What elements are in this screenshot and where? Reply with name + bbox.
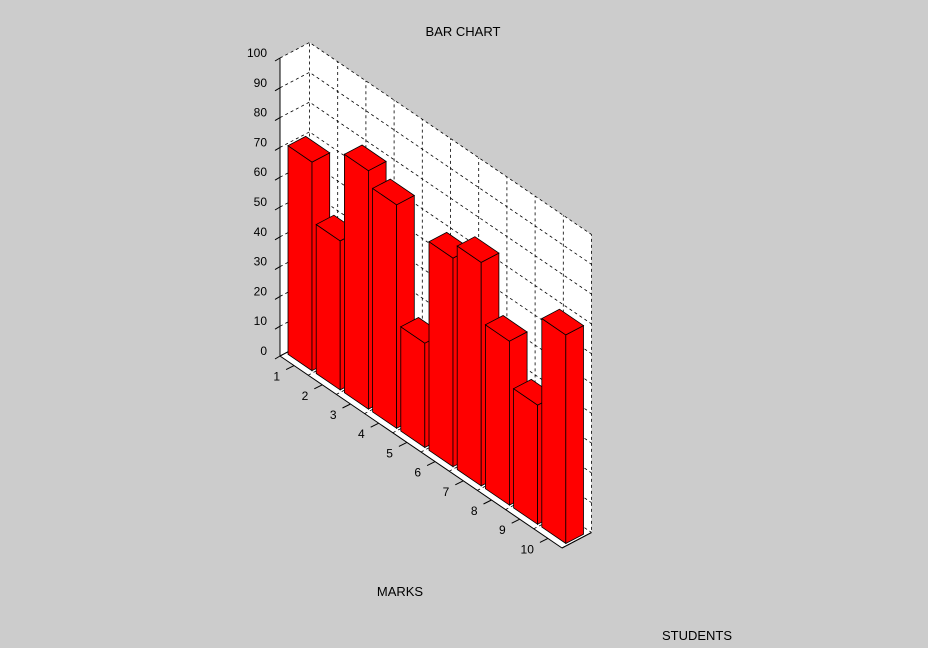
z-tick-mark [274,355,281,360]
z-tick-label: 60 [254,165,268,179]
x-tick-mark [511,518,520,524]
x-tick-mark [398,441,408,447]
x-tick-mark [483,499,492,505]
z-tick-label: 30 [254,255,268,269]
bar-face-front [287,144,313,372]
x-tick-label: 10 [521,542,535,556]
z-tick-label: 50 [254,195,268,209]
z-tick-mark [274,87,281,92]
x-axis-ticks: 1 2 3 4 5 6 7 8 9 10 [273,365,549,556]
x-tick-mark [370,422,379,428]
z-tick-mark [274,117,281,122]
z-tick-label: 70 [254,135,268,149]
bar-face-front [372,187,398,430]
axis-edge [561,532,592,549]
x-tick-label: 2 [302,389,309,403]
z-axis-ticks: 0 10 20 30 40 50 60 70 80 90 100 [247,46,281,360]
bar-face-front [456,245,482,487]
x-tick-label: 4 [358,427,365,441]
x-tick-mark [285,365,295,371]
bar-10 [541,308,585,545]
bar-face-top [287,135,331,163]
z-tick-label: 20 [254,284,268,298]
bar-face-front [484,324,510,506]
x-tick-label: 8 [471,504,478,518]
z-tick-mark [274,206,281,211]
bar-face-top [456,236,500,263]
x-tick-label: 1 [273,370,280,384]
bar-face-top [343,144,387,172]
grid-line-z [279,71,592,265]
x-tick-label: 9 [499,523,506,537]
bar-face-front [541,317,567,545]
bar-face-front [400,326,426,449]
x-tick-label: 6 [414,466,421,480]
x-tick-mark [342,403,351,409]
bars-group [287,135,585,545]
bar-face-front [513,387,538,526]
z-tick-mark [274,266,281,271]
bar-face-top [484,315,528,342]
z-tick-mark [274,57,281,62]
bar-face-side [565,324,584,545]
x-tick-label: 5 [386,446,393,460]
z-tick-label: 80 [254,106,268,120]
z-tick-label: 0 [260,344,267,358]
grid-line-z [279,42,592,235]
x-tick-mark [314,384,323,390]
x-tick-mark [539,537,549,543]
z-tick-label: 90 [254,76,268,90]
x-tick-label: 7 [443,485,450,499]
x-tick-label: 3 [330,408,337,422]
z-tick-mark [274,146,281,151]
z-tick-mark [274,325,281,330]
x-tick-mark [426,461,436,467]
bar-face-front [315,223,341,391]
z-tick-mark [274,236,281,241]
bar-face-top [371,178,416,206]
x-tick-mark [455,480,464,486]
bar-face-front [428,240,454,468]
chart-title: BAR CHART [426,24,501,39]
z-tick-label: 40 [254,225,268,239]
x-axis-label: MARKS [377,584,424,599]
y-axis-label: STUDENTS [662,628,732,643]
grid-line-z [279,101,592,295]
z-tick-mark [274,176,281,181]
z-tick-label: 10 [254,314,268,328]
bar-face-front [343,153,369,410]
z-tick-mark [274,295,281,300]
bar-face-top [541,308,585,336]
z-tick-label: 100 [247,46,267,60]
